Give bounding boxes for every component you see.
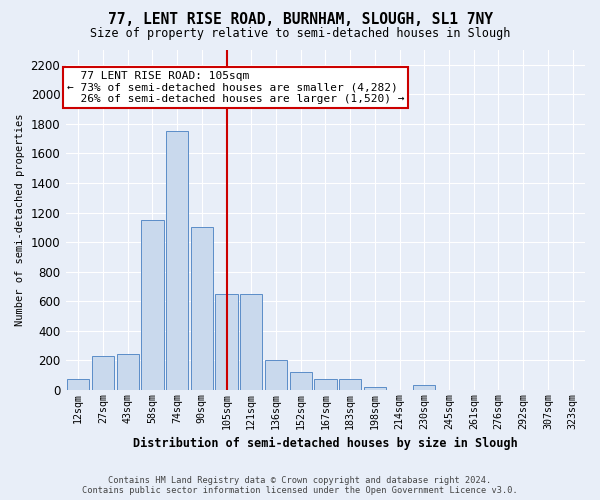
- Bar: [364, 387, 386, 390]
- Bar: [290, 372, 312, 390]
- Bar: [314, 378, 337, 390]
- Bar: [141, 220, 164, 390]
- Bar: [166, 132, 188, 390]
- Bar: [240, 294, 262, 390]
- Bar: [339, 380, 361, 390]
- Bar: [215, 294, 238, 390]
- Bar: [116, 354, 139, 390]
- Bar: [92, 356, 114, 390]
- Bar: [413, 386, 436, 390]
- Text: 77, LENT RISE ROAD, BURNHAM, SLOUGH, SL1 7NY: 77, LENT RISE ROAD, BURNHAM, SLOUGH, SL1…: [107, 12, 493, 28]
- Text: Contains HM Land Registry data © Crown copyright and database right 2024.
Contai: Contains HM Land Registry data © Crown c…: [82, 476, 518, 495]
- Y-axis label: Number of semi-detached properties: Number of semi-detached properties: [15, 114, 25, 326]
- Bar: [265, 360, 287, 390]
- X-axis label: Distribution of semi-detached houses by size in Slough: Distribution of semi-detached houses by …: [133, 437, 518, 450]
- Bar: [67, 378, 89, 390]
- Bar: [191, 228, 213, 390]
- Text: Size of property relative to semi-detached houses in Slough: Size of property relative to semi-detach…: [90, 28, 510, 40]
- Text: 77 LENT RISE ROAD: 105sqm
← 73% of semi-detached houses are smaller (4,282)
  26: 77 LENT RISE ROAD: 105sqm ← 73% of semi-…: [67, 70, 404, 104]
